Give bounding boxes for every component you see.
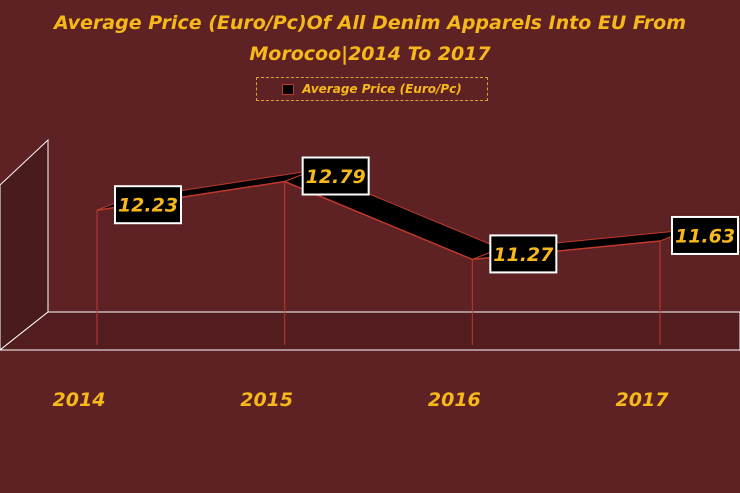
chart-title-line-1: Average Price (Euro/Pc)Of All Denim Appa… xyxy=(53,12,687,34)
chart-title-line-2: Morocoo|2014 To 2017 xyxy=(249,43,491,65)
data-label-2015: 12.79 xyxy=(306,166,366,188)
x-tick-2015: 2015 xyxy=(240,389,293,411)
chart-legend: Average Price (Euro/Pc) xyxy=(256,77,488,101)
chart-title: Average Price (Euro/Pc)Of All Denim Appa… xyxy=(0,8,740,70)
legend-swatch xyxy=(282,83,295,95)
series-line xyxy=(96,180,661,261)
x-tick-2014: 2014 xyxy=(53,389,106,411)
data-label-2017: 11.63 xyxy=(675,225,735,247)
data-label-box-2014 xyxy=(114,185,182,225)
x-tick-2017: 2017 xyxy=(616,389,670,411)
floor xyxy=(0,311,740,351)
data-label-box-2015 xyxy=(301,156,370,196)
x-tick-2016: 2016 xyxy=(428,389,481,411)
data-label-box-2016 xyxy=(489,234,558,274)
data-label-2016: 11.27 xyxy=(493,244,554,266)
data-label-2014: 12.23 xyxy=(118,195,178,217)
legend-label: Average Price (Euro/Pc) xyxy=(302,82,462,96)
data-label-box-2017 xyxy=(671,215,739,255)
